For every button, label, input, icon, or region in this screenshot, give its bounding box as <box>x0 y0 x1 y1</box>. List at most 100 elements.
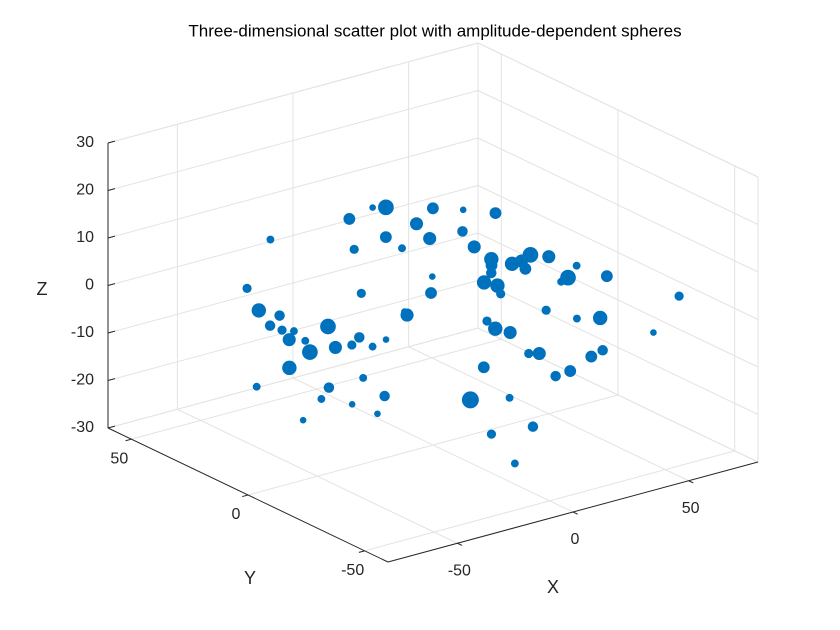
sphere-point <box>320 318 336 335</box>
sphere-point <box>427 202 437 213</box>
sphere-point <box>317 395 326 403</box>
sphere-point <box>378 199 394 216</box>
sphere-point <box>349 244 359 254</box>
sphere-point <box>459 206 467 214</box>
sphere-point <box>600 270 613 283</box>
grid-line <box>477 280 759 415</box>
x-tick-label: 0 <box>571 531 580 548</box>
y-tick <box>242 494 249 498</box>
sphere-point <box>379 390 390 402</box>
grid-line <box>247 394 619 496</box>
sphere-point <box>382 336 390 343</box>
sphere-point <box>425 287 437 299</box>
y-tick <box>125 438 132 442</box>
sphere-point <box>564 365 577 377</box>
sphere-point <box>532 347 546 361</box>
y-tick <box>358 550 365 553</box>
sphere-point <box>251 303 267 318</box>
x-axis-label: X <box>547 577 559 597</box>
sphere-point <box>323 382 335 393</box>
grid-line <box>107 232 479 334</box>
x-tick <box>688 480 694 484</box>
sphere-point <box>282 360 297 376</box>
sphere-point <box>541 305 551 315</box>
z-tick-label: 20 <box>76 182 94 199</box>
sphere-point <box>347 340 357 350</box>
x-tick-label: 50 <box>682 500 700 517</box>
y-tick-label: -50 <box>341 562 364 579</box>
sphere-point <box>572 314 581 323</box>
sphere-point <box>242 283 252 293</box>
sphere-point <box>368 342 377 351</box>
x-tick <box>457 542 463 546</box>
sphere-point <box>428 273 436 280</box>
grid-line <box>131 338 502 440</box>
sphere-point <box>457 226 468 237</box>
sphere-point <box>423 231 437 246</box>
z-axis-label: Z <box>37 279 48 299</box>
z-tick <box>107 188 116 191</box>
y-axis-label: Y <box>244 568 256 588</box>
grid-line <box>477 137 759 273</box>
sphere-point <box>299 416 307 424</box>
sphere-point <box>476 275 492 290</box>
sphere-point <box>282 333 296 347</box>
sphere-point <box>354 332 365 343</box>
sphere-point <box>289 327 298 336</box>
sphere-point <box>542 250 556 264</box>
sphere-point <box>485 259 498 272</box>
sphere-point <box>674 291 684 301</box>
z-tick-label: -10 <box>71 324 94 341</box>
sphere-point <box>461 391 479 409</box>
sphere-point <box>274 310 285 321</box>
sphere-point <box>379 231 392 244</box>
sphere-point <box>510 459 519 468</box>
sphere-point <box>343 213 356 225</box>
grid-line <box>477 327 759 463</box>
z-tick-label: 0 <box>85 277 94 294</box>
z-tick <box>107 330 116 334</box>
sphere-point <box>477 361 490 374</box>
z-tick <box>107 378 116 381</box>
sphere-point <box>489 207 502 220</box>
z-tick <box>107 235 116 239</box>
z-tick-label: -30 <box>71 419 94 436</box>
z-tick <box>107 140 116 144</box>
y-tick-label: 50 <box>110 450 128 467</box>
sphere-point <box>400 308 414 322</box>
grid-line <box>107 185 479 286</box>
z-tick <box>107 283 116 286</box>
sphere-point <box>503 325 517 340</box>
grid-line <box>107 42 479 144</box>
sphere-point <box>496 289 506 299</box>
z-tick-label: 30 <box>76 134 94 151</box>
sphere-point <box>592 310 608 326</box>
sphere-point <box>572 261 581 270</box>
grid-line <box>477 42 759 178</box>
sphere-point <box>585 350 598 363</box>
sphere-point <box>266 235 275 244</box>
grid-line <box>107 327 479 429</box>
x-tick-label: -50 <box>448 562 471 579</box>
sphere-point <box>277 325 287 335</box>
grid-line <box>107 90 479 191</box>
sphere-point <box>369 204 376 211</box>
sphere-point <box>504 256 520 272</box>
grid-line <box>477 185 759 320</box>
sphere-point <box>550 370 561 382</box>
sphere-point <box>301 336 310 345</box>
sphere-point <box>264 320 276 331</box>
sphere-point <box>650 329 657 336</box>
sphere-point <box>328 340 342 354</box>
z-tick <box>107 425 116 429</box>
sphere-point <box>597 345 608 356</box>
sphere-point <box>505 393 514 402</box>
sphere-point <box>356 288 366 298</box>
sphere-point <box>467 240 481 254</box>
sphere-point <box>557 277 566 286</box>
sphere-point <box>490 278 505 293</box>
sphere-point <box>359 373 368 382</box>
y-tick-label: 0 <box>232 506 241 523</box>
chart-title: Three-dimensional scatter plot with ampl… <box>188 21 681 40</box>
